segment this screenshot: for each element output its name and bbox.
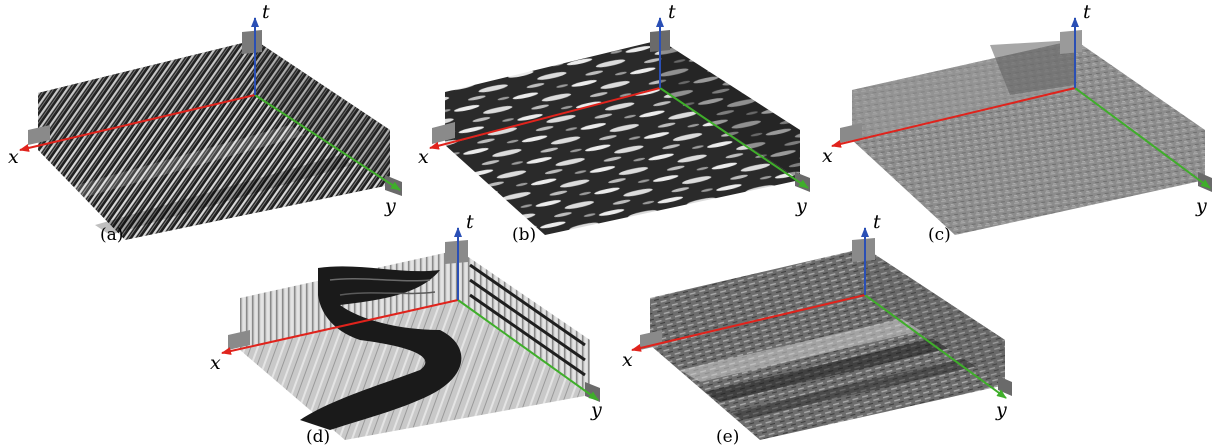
slice-yt — [458, 250, 590, 395]
x-axis — [221, 299, 459, 355]
slice-xt — [445, 40, 660, 145]
panel-b: x y t (b) — [418, 1, 810, 245]
x-axis — [831, 87, 1076, 148]
base-image — [240, 300, 590, 440]
y-axis — [1074, 87, 1211, 189]
t-label: t — [262, 1, 270, 23]
x-label: x — [8, 146, 19, 168]
y-label: y — [384, 195, 396, 217]
t-label: t — [466, 211, 474, 233]
base-image — [852, 88, 1205, 235]
x-label: x — [822, 145, 833, 167]
t-label: t — [668, 1, 676, 23]
panel-d: x y t (d) — [210, 211, 602, 445]
t-label: t — [873, 211, 881, 233]
base-image — [38, 95, 390, 240]
slice-xt — [650, 248, 865, 345]
panel-label: (d) — [306, 427, 330, 445]
panel-c: x y t (c) — [822, 1, 1212, 245]
panel-label: (a) — [100, 225, 123, 245]
t-label: t — [1083, 1, 1091, 23]
panel-e: x y t (e) — [622, 211, 1012, 445]
y-label: y — [590, 399, 602, 421]
panel-a: x y t (a) — [8, 1, 402, 245]
x-label: x — [210, 352, 221, 374]
x-label: x — [418, 146, 429, 168]
base-image — [445, 88, 800, 235]
panel-label: (b) — [512, 225, 536, 245]
y-label: y — [995, 399, 1007, 421]
panel-label: (e) — [716, 427, 739, 445]
x-axis — [631, 294, 866, 352]
x-label: x — [622, 349, 633, 371]
y-axis — [659, 87, 809, 189]
panel-label: (c) — [928, 225, 951, 245]
y-label: y — [795, 195, 807, 217]
y-axis — [864, 294, 1007, 399]
y-axis — [457, 299, 599, 401]
x-axis — [429, 87, 661, 150]
slice-yt — [1075, 40, 1205, 180]
y-axis — [254, 94, 401, 191]
x-axis — [19, 94, 256, 152]
object-silhouette — [300, 266, 462, 430]
y-label: y — [1195, 195, 1207, 217]
